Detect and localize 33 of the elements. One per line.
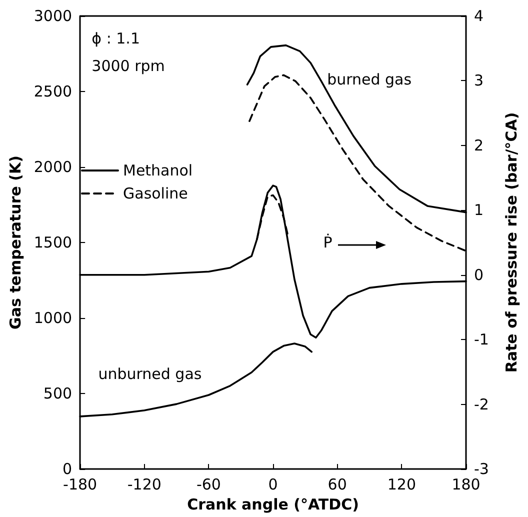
y2-tick-label: 3 [474, 72, 484, 90]
y2-tick-label: -1 [474, 330, 489, 349]
y-tick-label: 500 [43, 384, 72, 402]
x-tick-label: 180 [452, 476, 480, 494]
y-tick-label: 2500 [34, 82, 72, 100]
y2-tick-label: 2 [474, 136, 484, 154]
y-tick-label: 1500 [34, 234, 72, 252]
y-tick-label: 2000 [34, 158, 72, 176]
y-tick-label: 0 [62, 460, 72, 478]
annotation: Ṗ [323, 234, 332, 252]
annotation: 3000 rpm [92, 56, 165, 75]
legend-label: Methanol [123, 162, 193, 180]
y2-tick-label: 1 [474, 201, 484, 220]
y2-axis-title: Rate of pressure rise (bar/°CA) [502, 112, 520, 373]
y-tick-label: 1000 [34, 309, 72, 327]
y2-tick-label: 0 [474, 266, 484, 284]
annotation: ϕ : 1.1 [92, 30, 140, 48]
x-tick-label: 0 [268, 476, 278, 494]
y-axis-title: Gas temperature (K) [6, 156, 24, 330]
x-tick-label: 120 [387, 476, 416, 494]
y-tick-label: 3000 [34, 7, 72, 25]
x-axis-title: Crank angle (°ATDC) [187, 495, 359, 514]
y2-tick-label: 4 [474, 7, 484, 25]
y2-tick-label: -2 [474, 395, 489, 414]
legend-label: Gasoline [123, 184, 188, 202]
x-tick-label: 60 [328, 476, 347, 494]
x-tick-label: -120 [127, 476, 162, 494]
line-series [256, 194, 289, 240]
annotation: unburned gas [98, 364, 202, 383]
y2-tick-label: -3 [474, 460, 489, 478]
x-tick-label: -180 [63, 476, 98, 494]
x-tick-label: -60 [196, 476, 221, 494]
annotation: burned gas [327, 70, 412, 88]
